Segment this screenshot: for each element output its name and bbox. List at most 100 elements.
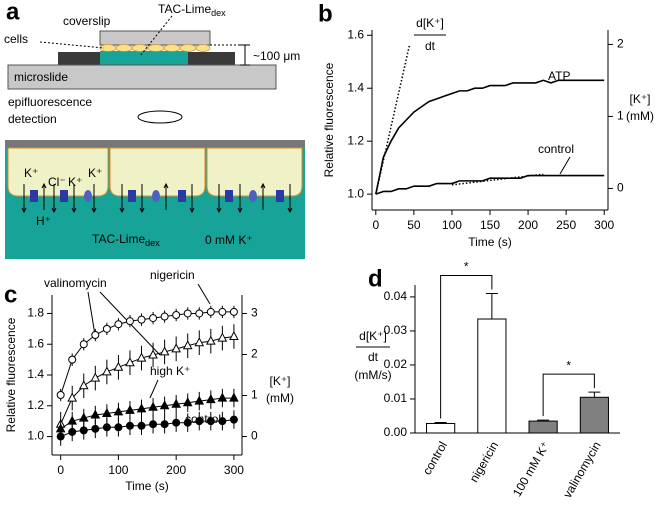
label: TAC-Lime: [92, 232, 145, 246]
marker: [148, 401, 158, 411]
y2-tick-label: 1: [251, 388, 258, 402]
x-axis-label: Time (s): [468, 235, 512, 249]
marker: [79, 426, 88, 435]
annotation: d[K⁺]: [416, 16, 444, 30]
data-line: [60, 336, 234, 425]
tangent-line: [375, 45, 411, 195]
label: cells: [4, 32, 28, 46]
marker: [218, 307, 227, 316]
marker: [78, 412, 89, 422]
microslide-shape: [7, 64, 277, 90]
marker: [159, 346, 170, 356]
significance-label: *: [464, 260, 469, 274]
y-tick-label: 1.2: [347, 133, 364, 147]
marker: [102, 407, 112, 417]
marker: [90, 409, 101, 419]
marker: [217, 392, 228, 402]
error-bar: [588, 391, 601, 398]
y-tick-label: 1.0: [347, 186, 364, 200]
ion-label: K⁺: [24, 166, 38, 180]
transporters: [21, 182, 293, 214]
marker: [172, 418, 181, 427]
y2-tick-label: 0: [251, 429, 258, 443]
marker: [194, 337, 205, 347]
y-tick-label: 0.04: [384, 289, 408, 303]
marker: [217, 332, 228, 342]
y2-tick-label: 3: [251, 306, 258, 320]
marker: [56, 432, 65, 441]
marker: [206, 307, 215, 316]
x-tick-label: valinomycin: [560, 439, 603, 500]
marker: [68, 355, 77, 364]
panel-label: d: [368, 265, 383, 292]
x-tick-label: 200: [166, 463, 186, 477]
x-tick-label: 100: [108, 463, 128, 477]
y-tick-label: 0.01: [384, 391, 408, 405]
panel-label: c: [4, 281, 17, 308]
data-line: [60, 397, 234, 430]
marker: [67, 392, 78, 402]
marker: [160, 312, 169, 321]
y-tick-label: 0.03: [384, 323, 408, 337]
coverslip-shape: [5, 140, 305, 148]
y-tick-label: 1.4: [27, 367, 44, 381]
tangent-line: [451, 173, 544, 186]
significance-bracket: [440, 275, 493, 419]
ion-label: Cl⁻: [48, 175, 66, 189]
x-tick-label: 300: [224, 463, 244, 477]
marker: [102, 366, 112, 376]
marker: [79, 340, 88, 349]
marker: [56, 391, 65, 399]
marker: [195, 309, 204, 318]
marker: [137, 315, 146, 324]
label: TAC-Limedex: [158, 2, 226, 18]
annotation: dt: [425, 39, 436, 53]
error-bar: [434, 421, 447, 424]
marker: [229, 330, 239, 341]
marker: [229, 415, 238, 424]
series-label: control: [538, 142, 574, 156]
setup-diagram: coverslip TAC-Limedex cells ~100 μm micr…: [4, 2, 305, 259]
y2-tick-label: 2: [251, 347, 258, 361]
marker: [172, 311, 181, 319]
error-bar: [537, 419, 550, 422]
marker: [68, 427, 77, 436]
pointer: [139, 15, 173, 57]
series-label: nigericin: [150, 268, 195, 282]
x-tick-label: 50: [407, 218, 421, 232]
label: 0 mM K⁺: [205, 233, 253, 247]
marker: [91, 331, 100, 339]
y-tick-label: 1.6: [27, 336, 44, 350]
significance-bracket: [542, 373, 595, 417]
detector: [137, 110, 183, 124]
label: microslide: [14, 70, 68, 84]
x-tick-label: 0: [57, 463, 64, 477]
marker: [90, 372, 101, 382]
marker: [125, 317, 134, 326]
marker: [136, 403, 147, 413]
label: TAC-Lime: [158, 2, 211, 16]
x-axis-label: Time (s): [125, 479, 169, 493]
data-line: [375, 174, 605, 195]
x-tick-label: 100 mM K⁺: [510, 439, 553, 499]
spacer: [58, 52, 100, 65]
y-tick-label: 1.0: [27, 429, 44, 443]
leader-line: [149, 379, 159, 399]
y-tick-label: 0.02: [384, 357, 408, 371]
y-tick-label: 1.6: [347, 27, 364, 41]
x-tick-label: 200: [518, 218, 538, 232]
label: epifluorescence: [8, 95, 92, 109]
bar: [579, 396, 609, 434]
y-axis-label: Relative fluorescence: [4, 317, 18, 432]
y-axis-label: dt: [368, 350, 379, 364]
marker: [183, 309, 192, 318]
panel-label: a: [6, 0, 20, 25]
y-tick-label: 1.8: [27, 306, 44, 320]
marker: [125, 421, 134, 430]
ion-label: K⁺: [88, 166, 102, 180]
marker: [102, 324, 111, 333]
cell-layer: [7, 147, 303, 197]
marker: [182, 397, 193, 407]
label: TAC-Limedex: [92, 232, 160, 248]
